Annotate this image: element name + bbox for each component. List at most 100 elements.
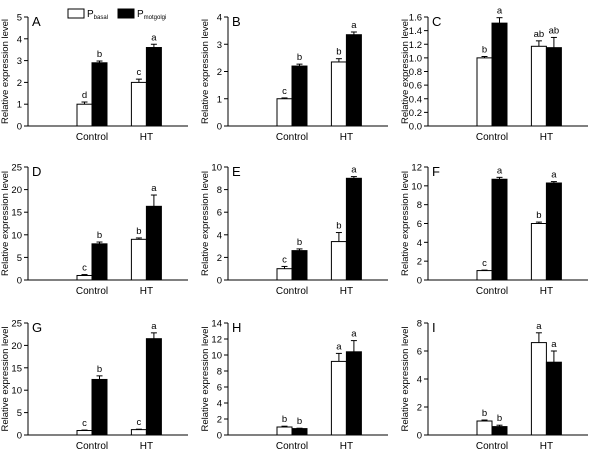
x-tick-label: HT bbox=[140, 286, 153, 297]
significance-letter: b bbox=[297, 52, 302, 63]
bar bbox=[330, 61, 347, 127]
legend-swatch-motgolgi bbox=[117, 8, 135, 19]
bar bbox=[545, 361, 562, 436]
bar bbox=[276, 268, 293, 281]
bar bbox=[491, 426, 508, 436]
y-tick-label: 0.8 bbox=[409, 67, 422, 78]
y-tick-label: 1.2 bbox=[409, 40, 422, 51]
x-tick-label: HT bbox=[140, 132, 153, 143]
y-tick-label: 8 bbox=[417, 319, 422, 330]
bar bbox=[145, 338, 162, 436]
bar bbox=[530, 223, 547, 281]
y-tick-label: 0 bbox=[217, 122, 222, 133]
panel-label: E bbox=[232, 164, 241, 179]
bar bbox=[276, 426, 293, 436]
bar bbox=[530, 45, 547, 127]
bar bbox=[130, 429, 147, 436]
x-tick-label: Control bbox=[76, 286, 108, 297]
y-axis-label: Relative expression level bbox=[0, 171, 11, 276]
bar bbox=[130, 81, 147, 127]
y-tick-label: 8 bbox=[217, 367, 222, 378]
significance-letter: a bbox=[351, 329, 357, 340]
bar bbox=[145, 47, 162, 127]
y-tick-label: 0 bbox=[17, 431, 22, 442]
x-tick-label: HT bbox=[340, 441, 353, 452]
bar bbox=[76, 103, 93, 127]
y-tick-label: 0 bbox=[417, 276, 422, 287]
y-tick-label: 2 bbox=[417, 403, 422, 414]
y-axis-label: Relative expression level bbox=[200, 171, 211, 276]
x-tick-label: HT bbox=[140, 441, 153, 452]
significance-letter: a bbox=[497, 6, 503, 17]
significance-letter: b bbox=[97, 364, 102, 375]
legend-swatch-basal bbox=[67, 8, 85, 19]
x-tick-label: Control bbox=[276, 132, 308, 143]
x-tick-label: HT bbox=[340, 286, 353, 297]
bar bbox=[545, 182, 562, 281]
x-tick-label: HT bbox=[340, 132, 353, 143]
y-tick-label: 2 bbox=[217, 67, 222, 78]
bar bbox=[476, 420, 493, 436]
panel-label: D bbox=[32, 164, 41, 179]
significance-letter: b bbox=[297, 237, 302, 248]
significance-letter: b bbox=[482, 45, 487, 56]
bar bbox=[330, 360, 347, 436]
y-tick-label: 4 bbox=[417, 238, 422, 249]
y-tick-label: 10 bbox=[411, 181, 422, 192]
y-tick-label: 8 bbox=[217, 185, 222, 196]
bar bbox=[291, 428, 308, 436]
significance-letter: a bbox=[336, 341, 342, 352]
significance-letter: a bbox=[151, 321, 157, 332]
y-tick-label: 0.6 bbox=[409, 81, 422, 92]
y-tick-label: 10 bbox=[11, 230, 22, 241]
significance-letter: a bbox=[551, 339, 557, 350]
bar bbox=[545, 47, 562, 127]
y-tick-label: 10 bbox=[11, 386, 22, 397]
y-axis-label: Relative expression level bbox=[0, 19, 11, 124]
bar bbox=[76, 274, 93, 281]
significance-letter: a bbox=[551, 170, 557, 181]
significance-letter: c bbox=[482, 258, 487, 269]
bar bbox=[91, 62, 108, 127]
legend: Pbasal Pmotgolgi bbox=[67, 8, 166, 21]
significance-letter: ab bbox=[549, 25, 560, 36]
y-tick-label: 14 bbox=[211, 319, 222, 330]
y-tick-label: 0 bbox=[217, 431, 222, 442]
significance-letter: b bbox=[336, 47, 341, 58]
panel-b: 0 1 2 3 4 Relative expression level B Control c b… bbox=[200, 13, 388, 143]
x-tick-label: Control bbox=[476, 286, 508, 297]
significance-letter: c bbox=[82, 418, 87, 429]
y-tick-label: 1.4 bbox=[409, 26, 422, 37]
significance-letter: c bbox=[282, 86, 287, 97]
significance-letter: a bbox=[151, 32, 157, 43]
bar bbox=[476, 57, 493, 127]
x-tick-label: Control bbox=[476, 132, 508, 143]
y-tick-label: 5 bbox=[17, 13, 22, 24]
y-tick-label: 0 bbox=[417, 431, 422, 442]
x-tick-label: Control bbox=[76, 132, 108, 143]
y-tick-label: 4 bbox=[217, 230, 222, 241]
y-tick-label: 10 bbox=[211, 163, 222, 174]
y-tick-label: 4 bbox=[217, 399, 222, 410]
x-tick-label: Control bbox=[76, 441, 108, 452]
bar bbox=[291, 250, 308, 281]
bar bbox=[91, 243, 108, 281]
panel-label: B bbox=[232, 14, 241, 29]
y-tick-label: 10 bbox=[211, 351, 222, 362]
y-tick-label: 0.4 bbox=[409, 94, 422, 105]
significance-letter: b bbox=[97, 49, 102, 60]
panel-i: 0 2 4 6 8 Relative expression level I Control b b… bbox=[400, 319, 588, 452]
panel-label: G bbox=[32, 320, 42, 335]
significance-letter: b bbox=[482, 408, 487, 419]
y-tick-label: 2 bbox=[417, 257, 422, 268]
significance-letter: c bbox=[82, 263, 87, 274]
y-tick-label: 25 bbox=[11, 163, 22, 174]
bar bbox=[145, 205, 162, 281]
significance-letter: d bbox=[82, 90, 87, 101]
bar bbox=[345, 34, 362, 127]
bar bbox=[130, 238, 147, 281]
